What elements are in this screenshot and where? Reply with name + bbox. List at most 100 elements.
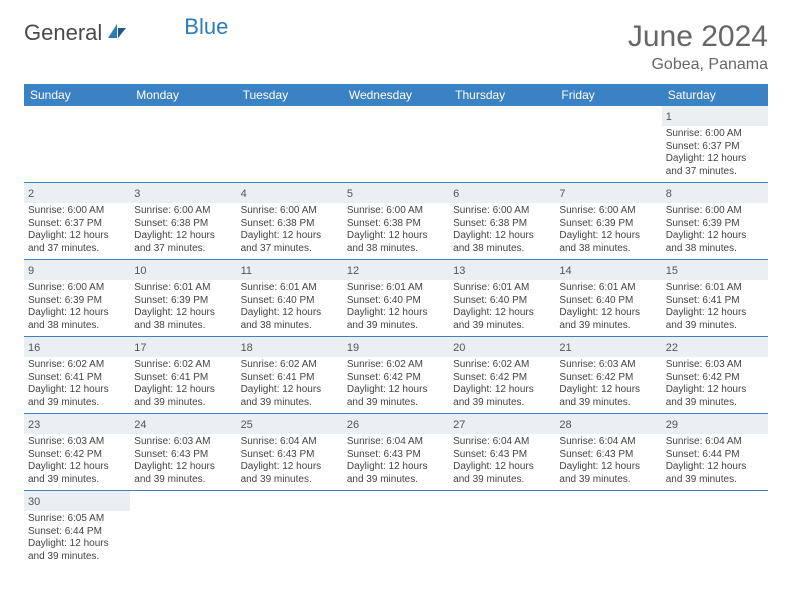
month-title: June 2024 <box>628 20 768 54</box>
day-detail: Sunrise: 6:04 AMSunset: 6:43 PMDaylight:… <box>347 436 445 486</box>
day-number: 6 <box>453 188 459 200</box>
day-number-row: 9 <box>24 260 130 280</box>
day-number-row: 14 <box>555 260 661 280</box>
day-number: 1 <box>666 111 672 123</box>
day-detail: Sunrise: 6:00 AMSunset: 6:38 PMDaylight:… <box>453 205 551 255</box>
day-number-row: 29 <box>662 414 768 434</box>
day-number: 16 <box>28 342 40 354</box>
day-number: 17 <box>134 342 146 354</box>
weekday-header: Tuesday <box>237 84 343 106</box>
calendar-cell: 29 Sunrise: 6:04 AMSunset: 6:44 PMDayligh… <box>662 414 768 491</box>
day-number: 13 <box>453 265 465 277</box>
calendar-cell: 7 Sunrise: 6:00 AMSunset: 6:39 PMDaylight… <box>555 183 661 260</box>
logo-text-blue: Blue <box>184 14 228 40</box>
weekday-header: Sunday <box>24 84 130 106</box>
weekday-header: Friday <box>555 84 661 106</box>
day-number-row: 4 <box>237 183 343 203</box>
day-detail: Sunrise: 6:01 AMSunset: 6:41 PMDaylight:… <box>666 282 764 332</box>
day-number-row: 13 <box>449 260 555 280</box>
day-detail: Sunrise: 6:04 AMSunset: 6:43 PMDaylight:… <box>241 436 339 486</box>
day-detail: Sunrise: 6:00 AMSunset: 6:38 PMDaylight:… <box>241 205 339 255</box>
calendar-cell: 22Sunrise: 6:03 AMSunset: 6:42 PMDayligh… <box>662 337 768 414</box>
day-number-row: 28 <box>555 414 661 434</box>
day-detail: Sunrise: 6:00 AMSunset: 6:39 PMDaylight:… <box>559 205 657 255</box>
day-number: 20 <box>453 342 465 354</box>
day-detail: Sunrise: 6:02 AMSunset: 6:41 PMDaylight:… <box>134 359 232 409</box>
day-number: 29 <box>666 419 678 431</box>
day-number: 9 <box>28 265 34 277</box>
day-detail: Sunrise: 6:05 AMSunset: 6:44 PMDaylight:… <box>28 513 126 563</box>
day-number: 22 <box>666 342 678 354</box>
calendar-cell: 13Sunrise: 6:01 AMSunset: 6:40 PMDayligh… <box>449 260 555 337</box>
day-number-row: 8 <box>662 183 768 203</box>
day-number-row: 10 <box>130 260 236 280</box>
day-number: 25 <box>241 419 253 431</box>
day-detail: Sunrise: 6:00 AMSunset: 6:39 PMDaylight:… <box>28 282 126 332</box>
day-detail: Sunrise: 6:04 AMSunset: 6:43 PMDaylight:… <box>453 436 551 486</box>
calendar-cell-empty <box>449 106 555 183</box>
calendar-cell-empty <box>130 491 236 567</box>
day-number: 21 <box>559 342 571 354</box>
calendar-cell: 12Sunrise: 6:01 AMSunset: 6:40 PMDayligh… <box>343 260 449 337</box>
day-number-row: 17 <box>130 337 236 357</box>
day-detail: Sunrise: 6:04 AMSunset: 6:44 PMDaylight:… <box>666 436 764 486</box>
day-number: 2 <box>28 188 34 200</box>
day-number: 5 <box>347 188 353 200</box>
calendar-cell: 16Sunrise: 6:02 AMSunset: 6:41 PMDayligh… <box>24 337 130 414</box>
day-number: 19 <box>347 342 359 354</box>
day-number-row: 2 <box>24 183 130 203</box>
calendar-cell: 9 Sunrise: 6:00 AMSunset: 6:39 PMDaylight… <box>24 260 130 337</box>
day-detail: Sunrise: 6:03 AMSunset: 6:42 PMDaylight:… <box>559 359 657 409</box>
calendar-cell: 24 Sunrise: 6:03 AMSunset: 6:43 PMDayligh… <box>130 414 236 491</box>
day-number-row: 11 <box>237 260 343 280</box>
day-number: 12 <box>347 265 359 277</box>
day-number: 10 <box>134 265 146 277</box>
day-number: 27 <box>453 419 465 431</box>
day-number: 26 <box>347 419 359 431</box>
day-number-row: 16 <box>24 337 130 357</box>
weekday-header: Thursday <box>449 84 555 106</box>
day-number: 8 <box>666 188 672 200</box>
logo-text-general: General <box>24 20 102 46</box>
calendar-header-row: SundayMondayTuesdayWednesdayThursdayFrid… <box>24 84 768 106</box>
day-number-row: 25 <box>237 414 343 434</box>
calendar-cell: 5Sunrise: 6:00 AMSunset: 6:38 PMDaylight… <box>343 183 449 260</box>
day-number: 23 <box>28 419 40 431</box>
calendar-cell: 14Sunrise: 6:01 AMSunset: 6:40 PMDayligh… <box>555 260 661 337</box>
calendar-cell: 25 Sunrise: 6:04 AMSunset: 6:43 PMDayligh… <box>237 414 343 491</box>
day-number: 28 <box>559 419 571 431</box>
day-detail: Sunrise: 6:03 AMSunset: 6:43 PMDaylight:… <box>134 436 232 486</box>
calendar-cell: 10Sunrise: 6:01 AMSunset: 6:39 PMDayligh… <box>130 260 236 337</box>
calendar-cell: 11Sunrise: 6:01 AMSunset: 6:40 PMDayligh… <box>237 260 343 337</box>
day-number: 15 <box>666 265 678 277</box>
day-number-row: 7 <box>555 183 661 203</box>
calendar-cell: 2Sunrise: 6:00 AMSunset: 6:37 PMDaylight… <box>24 183 130 260</box>
calendar-cell-empty <box>555 106 661 183</box>
day-number-row: 5 <box>343 183 449 203</box>
header: General Blue June 2024 Gobea, Panama <box>24 20 768 74</box>
calendar-cell-empty <box>237 491 343 567</box>
day-number-row: 21 <box>555 337 661 357</box>
day-number-row: 30 <box>24 491 130 511</box>
day-number-row: 12 <box>343 260 449 280</box>
day-number: 30 <box>28 496 40 508</box>
day-number-row: 23 <box>24 414 130 434</box>
day-detail: Sunrise: 6:00 AMSunset: 6:37 PMDaylight:… <box>666 128 764 178</box>
calendar-cell: 27 Sunrise: 6:04 AMSunset: 6:43 PMDayligh… <box>449 414 555 491</box>
calendar-cell: 1 Sunrise: 6:00 AMSunset: 6:37 PMDaylight… <box>662 106 768 183</box>
day-number: 11 <box>241 265 252 277</box>
weekday-header: Wednesday <box>343 84 449 106</box>
calendar-cell: 3Sunrise: 6:00 AMSunset: 6:38 PMDaylight… <box>130 183 236 260</box>
day-number-row: 6 <box>449 183 555 203</box>
day-number: 4 <box>241 188 247 200</box>
calendar-cell: 4 Sunrise: 6:00 AMSunset: 6:38 PMDaylight… <box>237 183 343 260</box>
calendar-cell: 30 Sunrise: 6:05 AMSunset: 6:44 PMDayligh… <box>24 491 130 567</box>
day-detail: Sunrise: 6:03 AMSunset: 6:42 PMDaylight:… <box>28 436 126 486</box>
day-number: 24 <box>134 419 146 431</box>
calendar-cell: 26 Sunrise: 6:04 AMSunset: 6:43 PMDayligh… <box>343 414 449 491</box>
calendar-cell: 28 Sunrise: 6:04 AMSunset: 6:43 PMDayligh… <box>555 414 661 491</box>
day-number: 7 <box>559 188 565 200</box>
sail-icon <box>106 22 128 45</box>
day-number-row: 27 <box>449 414 555 434</box>
day-detail: Sunrise: 6:04 AMSunset: 6:43 PMDaylight:… <box>559 436 657 486</box>
